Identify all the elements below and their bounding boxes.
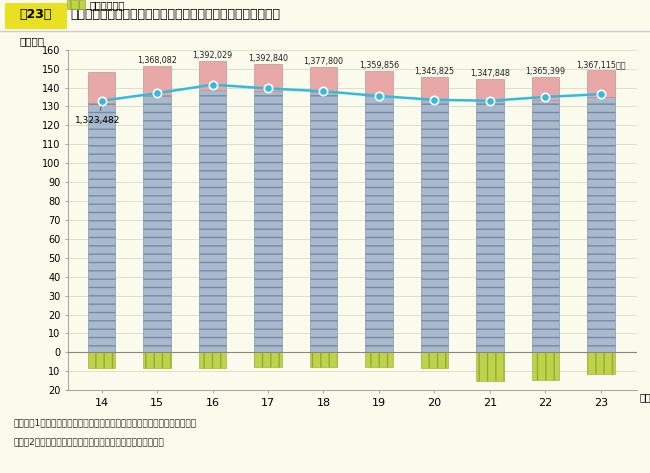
Text: 1,392,840: 1,392,840 — [248, 54, 288, 63]
Bar — [254, 352, 282, 367]
Bar — [254, 64, 282, 91]
Bar — [88, 352, 116, 368]
Bar — [88, 103, 116, 352]
Bar — [532, 100, 559, 352]
Bar — [143, 95, 171, 352]
Text: 1,365,399: 1,365,399 — [525, 67, 566, 76]
Text: 1,392,029: 1,392,029 — [192, 51, 233, 60]
Bar — [309, 92, 337, 352]
Bar — [421, 100, 448, 352]
Text: 第23図: 第23図 — [20, 9, 52, 21]
Text: 1,345,825: 1,345,825 — [415, 67, 454, 76]
Bar — [421, 77, 448, 100]
Text: 1,367,115億円: 1,367,115億円 — [576, 61, 626, 70]
Bar — [254, 91, 282, 352]
Bar — [532, 77, 559, 100]
Text: 1,377,800: 1,377,800 — [304, 57, 343, 66]
Bar — [476, 352, 504, 381]
Bar — [476, 101, 504, 352]
Text: （注）　1　地方債現在高は、特定資金公共投資事業債を除いた額である。: （注） 1 地方債現在高は、特定資金公共投資事業債を除いた額である。 — [13, 419, 196, 428]
Bar — [532, 352, 559, 380]
Text: 地方債及び債務負担行為による実質的な将来の財政負担の推移: 地方債及び債務負担行為による実質的な将来の財政負担の推移 — [70, 9, 280, 21]
Bar — [309, 352, 337, 367]
Bar — [199, 90, 226, 352]
Bar — [143, 352, 171, 368]
Legend: 地方債現在高＋債務負担行為額－積立金現在高, 地方債現在高, 債務負担行為額, 積立金現在高: 地方債現在高＋債務負担行為額－積立金現在高, 地方債現在高, 債務負担行為額, … — [68, 0, 213, 10]
Bar — [365, 96, 393, 352]
Bar — [199, 352, 226, 368]
Text: （年度末）: （年度末） — [640, 393, 650, 403]
Bar — [365, 352, 393, 367]
Text: 1,359,856: 1,359,856 — [359, 61, 399, 70]
Bar — [587, 70, 615, 97]
Bar — [88, 72, 116, 103]
Bar — [143, 66, 171, 95]
Bar — [309, 67, 337, 92]
Text: （兆円）: （兆円） — [20, 36, 45, 46]
Bar — [587, 97, 615, 352]
Text: 1,323,482: 1,323,482 — [75, 104, 120, 125]
Bar — [421, 352, 448, 368]
Bar — [587, 352, 615, 374]
Text: 1,347,848: 1,347,848 — [470, 69, 510, 78]
Bar — [365, 71, 393, 96]
Text: 2　債務負担行為額は、翁年度以降支出予定額である。: 2 債務負担行為額は、翁年度以降支出予定額である。 — [13, 438, 164, 447]
FancyBboxPatch shape — [5, 3, 67, 29]
Bar — [199, 61, 226, 90]
Text: 1,368,082: 1,368,082 — [137, 56, 177, 65]
Bar — [476, 79, 504, 101]
